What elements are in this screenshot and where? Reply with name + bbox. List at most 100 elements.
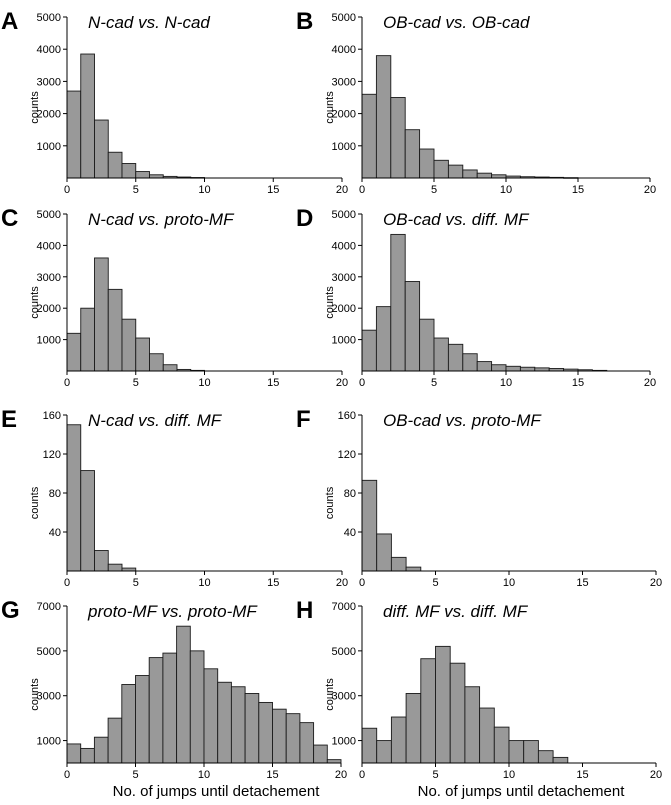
histogram-bar <box>362 94 376 178</box>
x-tick-label: 15 <box>267 377 279 389</box>
x-axis-label: No. of jumps until detachement <box>113 783 321 800</box>
histogram-bar <box>67 425 81 571</box>
panel-letter: F <box>296 406 311 433</box>
histogram-bar <box>494 727 509 763</box>
histogram-bar <box>67 333 81 371</box>
panel-h: 0 5 10 15 20 1000 3000 5000 7000 counts H diff. MF … <box>296 597 662 800</box>
x-tick-label: 15 <box>572 377 584 389</box>
x-tick-label: 15 <box>267 184 279 196</box>
y-tick-label: 4000 <box>332 240 356 252</box>
y-tick-label: 1000 <box>37 141 61 153</box>
panel-title: N-cad vs. diff. MF <box>88 411 223 430</box>
x-tick-label: 20 <box>336 377 348 389</box>
histogram-bar <box>420 319 434 371</box>
y-tick-label: 3000 <box>332 76 356 88</box>
panel-letter: D <box>296 205 313 232</box>
histogram-bar <box>553 757 568 763</box>
histogram-bar <box>524 741 539 763</box>
histogram-bar <box>405 282 419 371</box>
x-tick-label: 5 <box>133 184 139 196</box>
x-tick-label: 20 <box>644 377 656 389</box>
histogram-bar <box>108 152 122 178</box>
x-tick-label: 0 <box>64 577 70 589</box>
x-tick-label: 0 <box>359 184 365 196</box>
histogram-bar <box>477 173 491 178</box>
histogram-bar <box>136 338 150 371</box>
histogram-bar <box>108 564 122 571</box>
panel-c: 0 5 10 15 2010002000300040005000countsC N-cad… <box>1 205 348 389</box>
y-tick-label: 3000 <box>37 76 61 88</box>
x-tick-label: 10 <box>500 184 512 196</box>
y-tick-label: 3000 <box>37 272 61 284</box>
histogram-bar <box>421 659 436 763</box>
panel-letter: G <box>1 597 20 624</box>
panel-a: 0 5 10 15 20 1000 2000 3000 4000 5000 counts A N-cad… <box>1 8 348 196</box>
histogram-bar <box>259 702 273 763</box>
histogram-bar <box>204 669 218 763</box>
histogram-bar <box>405 130 419 178</box>
y-tick-label: 7000 <box>37 601 61 613</box>
y-tick-label: 5000 <box>332 646 356 658</box>
panel-title: proto-MF vs. proto-MF <box>87 602 258 621</box>
panel-e: 0 5 10 15 20 40 80 120 160 counts E N-cad vs. diff.… <box>1 406 348 589</box>
x-tick-label: 20 <box>336 577 348 589</box>
histogram-bar <box>67 744 81 763</box>
histogram-bar <box>376 56 390 178</box>
x-tick-label: 15 <box>576 577 588 589</box>
histogram-bar <box>108 289 122 371</box>
y-tick-label: 5000 <box>332 12 356 24</box>
histogram-bar <box>377 741 392 763</box>
x-tick-label: 5 <box>133 377 139 389</box>
histogram-bar <box>434 338 448 371</box>
y-axis-label: counts <box>324 678 336 711</box>
x-tick-label: 0 <box>64 377 70 389</box>
y-tick-label: 4000 <box>37 44 61 56</box>
histogram-bar <box>538 751 553 763</box>
panel-f: 0 5 10 15 20 40 80 120 160 counts F OB-cad vs. prot… <box>296 406 662 589</box>
x-tick-label: 15 <box>267 577 279 589</box>
histogram-bar <box>391 717 406 763</box>
y-tick-label: 1000 <box>37 736 61 748</box>
histogram-bar <box>327 760 341 763</box>
histogram-bar <box>245 693 259 763</box>
y-tick-label: 1000 <box>332 335 356 347</box>
x-tick-label: 20 <box>336 184 348 196</box>
y-tick-label: 40 <box>49 527 61 539</box>
y-axis-label: counts <box>324 91 336 124</box>
histogram-bar <box>362 728 377 763</box>
panel-title: N-cad vs. proto-MF <box>88 210 235 229</box>
histogram-bar <box>94 737 108 763</box>
x-axis-label: No. of jumps until detachement <box>418 783 626 800</box>
y-tick-label: 7000 <box>332 601 356 613</box>
x-tick-label: 5 <box>431 377 437 389</box>
x-tick-label: 10 <box>198 577 210 589</box>
histogram-bar <box>95 551 109 571</box>
y-tick-label: 5000 <box>37 209 61 221</box>
histogram-bar <box>81 54 95 178</box>
x-tick-label: 0 <box>64 184 70 196</box>
histogram-bar <box>177 626 191 763</box>
panel-title: OB-cad vs. proto-MF <box>383 411 542 430</box>
histogram-bar <box>122 319 136 371</box>
histogram-bar <box>465 687 480 763</box>
histogram-bar <box>391 98 405 179</box>
histogram-bar <box>95 258 109 371</box>
histogram-bar <box>122 685 136 764</box>
y-tick-label: 40 <box>344 527 356 539</box>
x-tick-label: 15 <box>572 184 584 196</box>
x-tick-label: 5 <box>431 184 437 196</box>
histogram-bar <box>314 745 328 763</box>
histogram-bar <box>362 480 377 571</box>
x-tick-label: 0 <box>359 577 365 589</box>
panel-title: OB-cad vs. diff. MF <box>383 210 530 229</box>
histogram-bar <box>391 557 406 571</box>
histogram-bar <box>509 741 524 763</box>
panel-g: 0 5 10 15 201000300050007000countsG proto-MF … <box>1 597 347 800</box>
histogram-bar <box>406 567 421 571</box>
histogram-bar <box>391 234 405 371</box>
histogram-bar <box>376 307 390 371</box>
x-tick-label: 10 <box>198 377 210 389</box>
y-axis-label: counts <box>324 486 336 519</box>
y-axis-label: counts <box>29 486 41 519</box>
y-tick-label: 4000 <box>37 240 61 252</box>
